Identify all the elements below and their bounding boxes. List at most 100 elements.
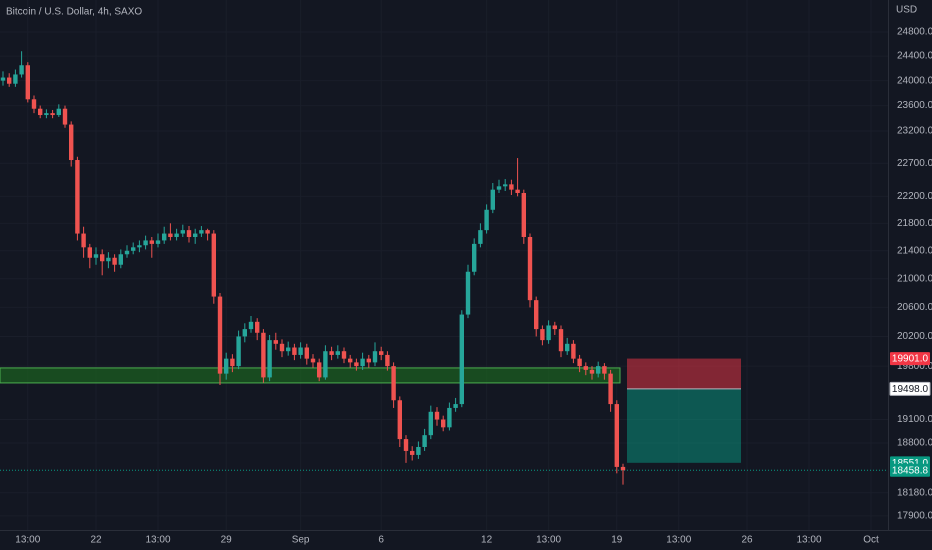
candle-body (149, 240, 154, 244)
candle-body (571, 343, 576, 359)
candle-body (596, 366, 601, 374)
candle-body (397, 400, 402, 440)
candle-body (403, 439, 409, 451)
candle-body (552, 325, 557, 330)
candle-body (329, 351, 334, 355)
price-label-box (890, 352, 930, 366)
candle-body (422, 435, 427, 447)
candle-body (565, 343, 570, 352)
candle-body (317, 362, 322, 378)
candle-body (589, 369, 595, 374)
candle-body (379, 351, 384, 355)
candle-body (366, 358, 371, 363)
stop-loss-box (627, 358, 741, 389)
candle-body (112, 257, 117, 265)
y-tick-label: 24400.0 (897, 51, 932, 62)
candle-body (496, 186, 502, 190)
candle-body (44, 113, 49, 116)
candle-body (546, 325, 551, 341)
chart-title: Bitcoin / U.S. Dollar, 4h, SAXO (6, 7, 142, 18)
price-label-box (890, 463, 930, 477)
price-label: 19498.0 (892, 384, 929, 395)
y-tick-label: 23200.0 (897, 126, 932, 137)
candle-body (0, 77, 6, 81)
candle-body (180, 230, 185, 234)
x-tick-label: 22 (90, 535, 102, 546)
candle-body (279, 343, 285, 352)
candle-body (168, 233, 173, 237)
x-tick-label: 13:00 (15, 535, 40, 546)
candle-body (484, 209, 489, 231)
candle-body (217, 296, 223, 374)
candle-body (267, 340, 272, 378)
y-tick-label: 21000.0 (897, 273, 932, 284)
candle-body (143, 240, 148, 246)
candle-body (323, 351, 328, 378)
candle-body (93, 254, 99, 258)
y-tick-label: 24800.0 (897, 27, 932, 38)
candle-body (81, 233, 86, 248)
x-tick-label: 29 (221, 535, 233, 546)
candle-body (242, 329, 247, 337)
candle-body (124, 250, 130, 255)
candle-body (25, 65, 30, 100)
x-tick-label: 6 (378, 535, 384, 546)
y-tick-label: 20200.0 (897, 331, 932, 342)
y-tick-label: 20600.0 (897, 302, 932, 313)
candle-body (69, 124, 74, 161)
candle-body (224, 358, 229, 374)
candle-body (459, 314, 464, 405)
candle-body (87, 247, 92, 258)
candle-body (583, 366, 588, 370)
candle-body (620, 466, 626, 471)
candle-body (577, 358, 582, 367)
candle-body (335, 351, 340, 355)
candle-body (19, 65, 24, 75)
candle-body (273, 340, 278, 344)
x-tick-label: Oct (863, 535, 879, 546)
price-label: 19901.0 (892, 354, 929, 365)
y-tick-label: 22200.0 (897, 191, 932, 202)
candle-body (186, 230, 192, 237)
candle-body (416, 446, 421, 455)
candle-body (360, 358, 365, 367)
candle-body (50, 113, 55, 116)
price-label: 18551.0 (892, 458, 929, 469)
candle-body (348, 358, 353, 363)
y-tick-label: 18800.0 (897, 438, 932, 449)
x-tick-label: 12 (481, 535, 493, 546)
candle-body (428, 411, 433, 436)
candle-body (38, 108, 43, 116)
candle-body (602, 366, 607, 374)
candle-body (13, 74, 18, 84)
candle-body (230, 358, 235, 367)
y-tick-label: 24000.0 (897, 75, 932, 86)
candle-body (341, 351, 347, 359)
candle-body (453, 404, 458, 408)
candle-body (540, 329, 545, 341)
candle-body (410, 450, 415, 455)
candle-body (193, 233, 198, 237)
candle-body (472, 243, 477, 272)
y-tick-label: 19800.0 (897, 361, 932, 372)
take-profit-box (627, 388, 741, 463)
candle-body (7, 77, 12, 84)
candle-body (174, 233, 179, 237)
support-zone (0, 367, 621, 384)
candle-body (292, 347, 297, 355)
candle-body (199, 230, 204, 234)
x-tick-label: Sep (292, 535, 310, 546)
candle-body (441, 419, 446, 428)
y-tick-label: 17900.0 (897, 510, 932, 521)
candle-body (304, 347, 309, 359)
candle-body (372, 351, 378, 363)
candle-body (521, 192, 526, 237)
x-tick-label: 13:00 (796, 535, 821, 546)
candle-body (162, 233, 167, 241)
candle-body (503, 184, 508, 187)
candle-body (286, 347, 291, 352)
candle-body (56, 108, 61, 116)
candle-body (515, 189, 520, 193)
x-tick-label: 13:00 (145, 535, 170, 546)
candle-body (558, 329, 564, 352)
